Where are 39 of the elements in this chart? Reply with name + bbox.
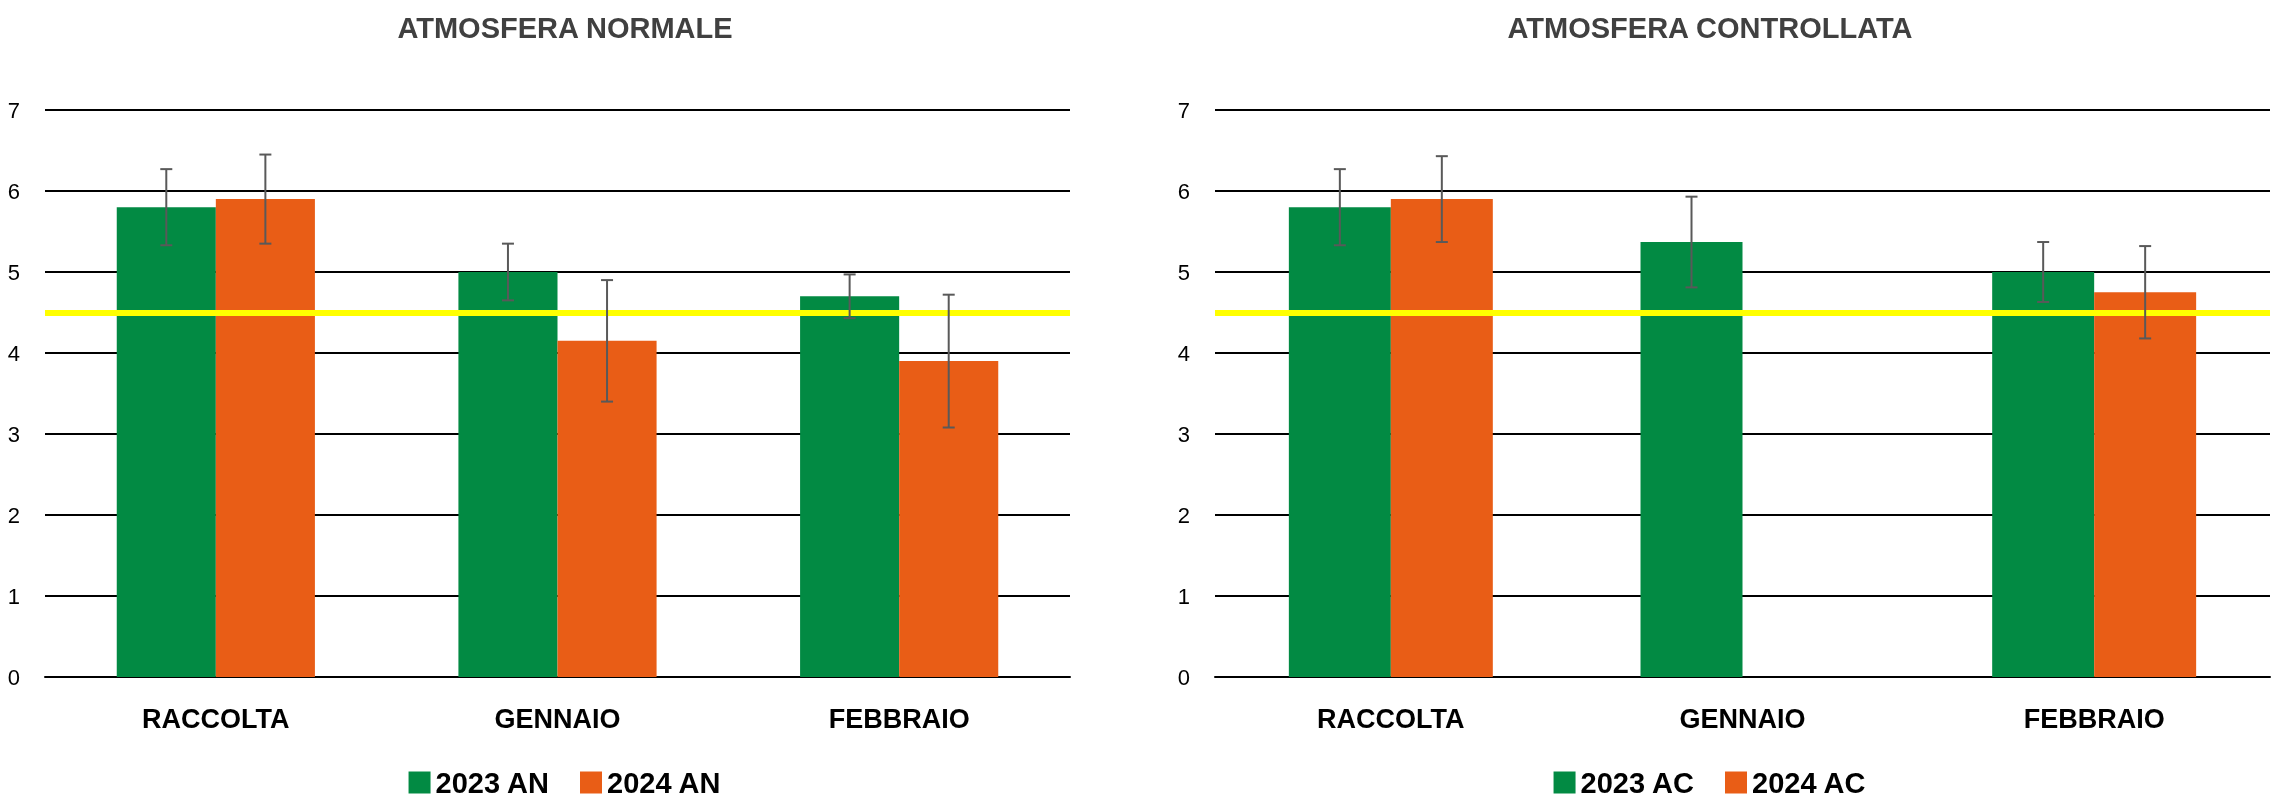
y-tick-label: 7 [7, 97, 20, 123]
bar [800, 296, 900, 677]
y-tick-label: 4 [1177, 340, 1190, 366]
bar [2094, 292, 2197, 677]
legend-label: 2024 AC [1752, 766, 1866, 799]
bar [458, 272, 558, 677]
y-tick-label: 4 [7, 340, 20, 366]
y-tick-label: 5 [7, 259, 20, 285]
y-tick-label: 3 [1177, 421, 1190, 447]
bar [215, 199, 315, 677]
y-tick-label: 6 [1177, 178, 1190, 204]
bar [899, 361, 999, 677]
y-tick-label: 6 [7, 178, 20, 204]
y-tick-label: 3 [7, 421, 20, 447]
x-tick-label: FEBBRAIO [2023, 703, 2165, 734]
bar [1288, 207, 1391, 677]
legend-label: 2023 AN [435, 766, 549, 799]
x-tick-label: GENNAIO [494, 703, 621, 734]
y-tick-label: 7 [1177, 97, 1190, 123]
y-tick-label: 1 [1177, 583, 1190, 609]
bar [557, 340, 657, 677]
y-tick-label: 2 [1177, 502, 1190, 528]
bar [1390, 199, 1493, 677]
y-tick-label: 1 [7, 583, 20, 609]
bar [116, 207, 216, 677]
x-tick-label: RACCOLTA [1317, 703, 1465, 734]
chart-title: ATMOSFERA CONTROLLATA [1507, 11, 1913, 44]
x-tick-label: FEBBRAIO [828, 703, 970, 734]
y-tick-label: 0 [7, 664, 20, 690]
legend-label: 2023 AC [1580, 766, 1694, 799]
y-tick-label: 5 [1177, 259, 1190, 285]
legend-label: 2024 AN [607, 766, 721, 799]
y-tick-label: 2 [7, 502, 20, 528]
bar [1992, 272, 2095, 677]
bar [1640, 242, 1743, 677]
chart-title: ATMOSFERA NORMALE [397, 11, 733, 44]
y-tick-label: 0 [1177, 664, 1190, 690]
x-tick-label: RACCOLTA [142, 703, 290, 734]
x-tick-label: GENNAIO [1679, 703, 1806, 734]
